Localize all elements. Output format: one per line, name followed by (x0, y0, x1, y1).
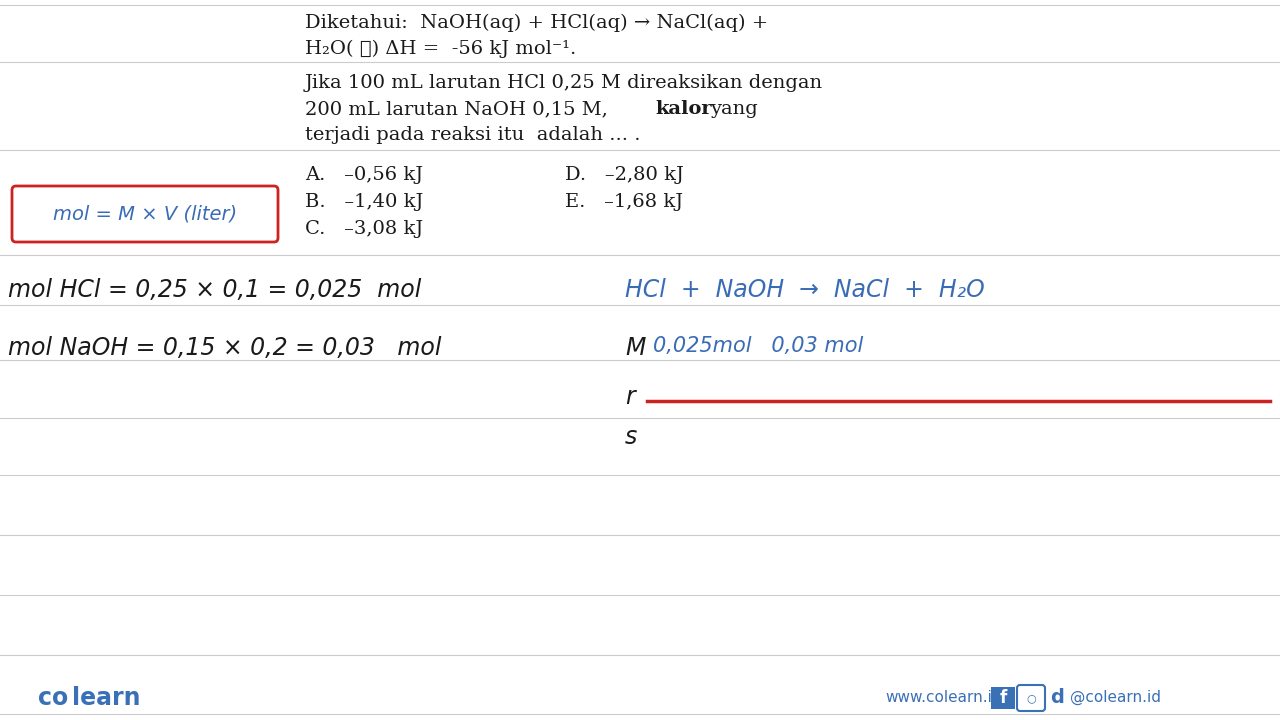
Text: Jika 100 mL larutan HCl 0,25 M direaksikan dengan: Jika 100 mL larutan HCl 0,25 M direaksik… (305, 74, 823, 92)
Text: mol HCl = 0,25 × 0,1 = 0,025  mol: mol HCl = 0,25 × 0,1 = 0,025 mol (8, 278, 421, 302)
FancyBboxPatch shape (1018, 685, 1044, 711)
Text: learn: learn (72, 686, 141, 710)
FancyBboxPatch shape (991, 687, 1015, 709)
Text: H₂O( ℓ) ΔH =  -56 kJ mol⁻¹.: H₂O( ℓ) ΔH = -56 kJ mol⁻¹. (305, 40, 576, 58)
Text: 0,025mol   0,03 mol: 0,025mol 0,03 mol (653, 336, 863, 356)
Text: ○: ○ (1027, 693, 1036, 703)
Text: Diketahui:  NaOH(aq) + HCl(aq) → NaCl(aq) +: Diketahui: NaOH(aq) + HCl(aq) → NaCl(aq)… (305, 14, 768, 32)
Text: f: f (1000, 689, 1006, 707)
Text: E.   –1,68 kJ: E. –1,68 kJ (564, 193, 684, 211)
Text: www.colearn.id: www.colearn.id (884, 690, 1002, 705)
Text: 200 mL larutan NaOH 0,15 M,: 200 mL larutan NaOH 0,15 M, (305, 100, 608, 118)
Text: s: s (625, 425, 637, 449)
Text: A.   –0,56 kJ: A. –0,56 kJ (305, 166, 424, 184)
Text: C.   –3,08 kJ: C. –3,08 kJ (305, 220, 424, 238)
Text: terjadi pada reaksi itu  adalah ... .: terjadi pada reaksi itu adalah ... . (305, 126, 640, 144)
Text: d: d (1050, 688, 1064, 707)
Text: co: co (38, 686, 68, 710)
Text: @colearn.id: @colearn.id (1070, 690, 1161, 705)
Text: M: M (625, 336, 645, 360)
Text: mol = M × V (liter): mol = M × V (liter) (52, 204, 237, 223)
Text: yang: yang (710, 100, 758, 118)
Text: B.   –1,40 kJ: B. –1,40 kJ (305, 193, 424, 211)
Text: D.   –2,80 kJ: D. –2,80 kJ (564, 166, 684, 184)
Text: mol NaOH = 0,15 × 0,2 = 0,03   mol: mol NaOH = 0,15 × 0,2 = 0,03 mol (8, 336, 442, 360)
Text: r: r (625, 385, 635, 409)
FancyBboxPatch shape (12, 186, 278, 242)
Text: HCl  +  NaOH  →  NaCl  +  H₂O: HCl + NaOH → NaCl + H₂O (625, 278, 984, 302)
Text: kalor: kalor (655, 100, 712, 118)
